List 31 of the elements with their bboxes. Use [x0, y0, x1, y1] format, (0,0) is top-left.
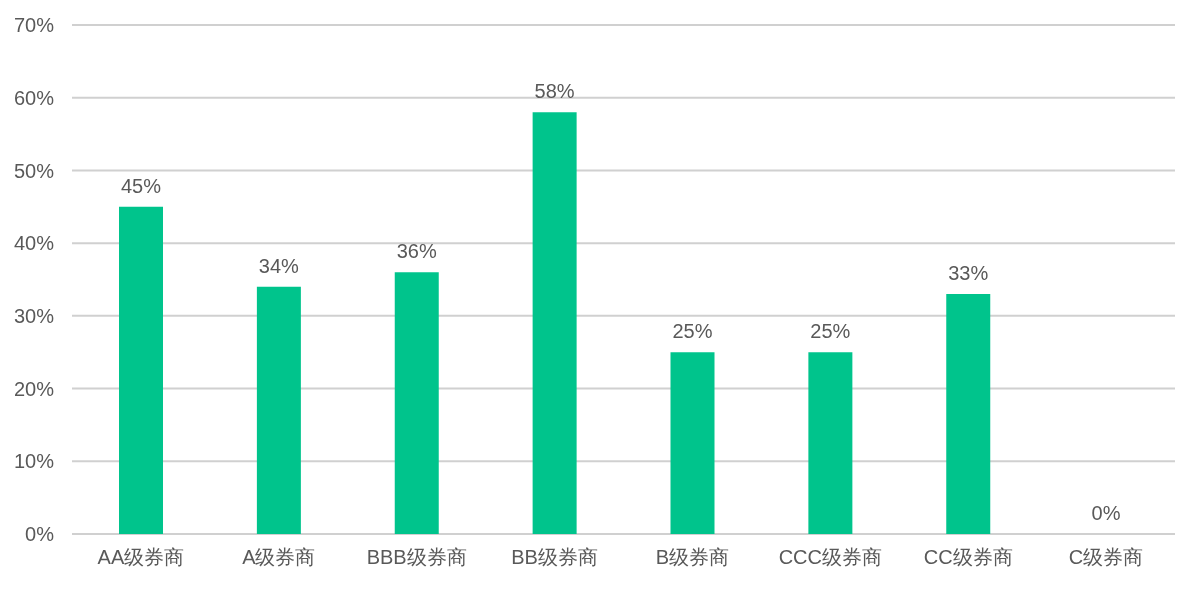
data-label: 0%	[1091, 502, 1121, 524]
y-tick-label: 60%	[13, 86, 55, 109]
bar	[532, 112, 577, 534]
bar	[256, 286, 301, 534]
data-label: 36%	[396, 240, 437, 263]
x-tick-label: BBB级券商	[366, 546, 467, 569]
data-label: 45%	[120, 174, 162, 197]
bar	[946, 294, 991, 534]
data-label: 34%	[258, 254, 300, 277]
y-tick-label: 30%	[13, 304, 55, 327]
y-tick-label: 50%	[13, 159, 55, 182]
y-tick-label: 70%	[13, 14, 55, 37]
data-label: 25%	[810, 320, 851, 343]
x-tick-label: AA级券商	[97, 546, 185, 569]
y-tick-label: 0%	[25, 523, 55, 546]
x-tick-label: A级券商	[242, 546, 316, 569]
y-tick-label: 40%	[13, 232, 55, 255]
bar	[808, 352, 853, 534]
x-tick-label: CC级券商	[923, 546, 1013, 569]
y-tick-label: 20%	[13, 377, 55, 400]
data-label: 58%	[534, 80, 575, 103]
y-tick-label: 10%	[13, 450, 55, 473]
data-label: 33%	[948, 262, 989, 285]
bar	[670, 352, 715, 534]
x-tick-label: B级券商	[655, 546, 730, 569]
data-label: 25%	[672, 320, 713, 343]
bar	[394, 272, 439, 534]
x-tick-label: BB级券商	[511, 546, 598, 569]
x-tick-label: C级券商	[1068, 546, 1144, 569]
x-tick-label: CCC级券商	[778, 546, 882, 569]
bar	[119, 206, 163, 534]
